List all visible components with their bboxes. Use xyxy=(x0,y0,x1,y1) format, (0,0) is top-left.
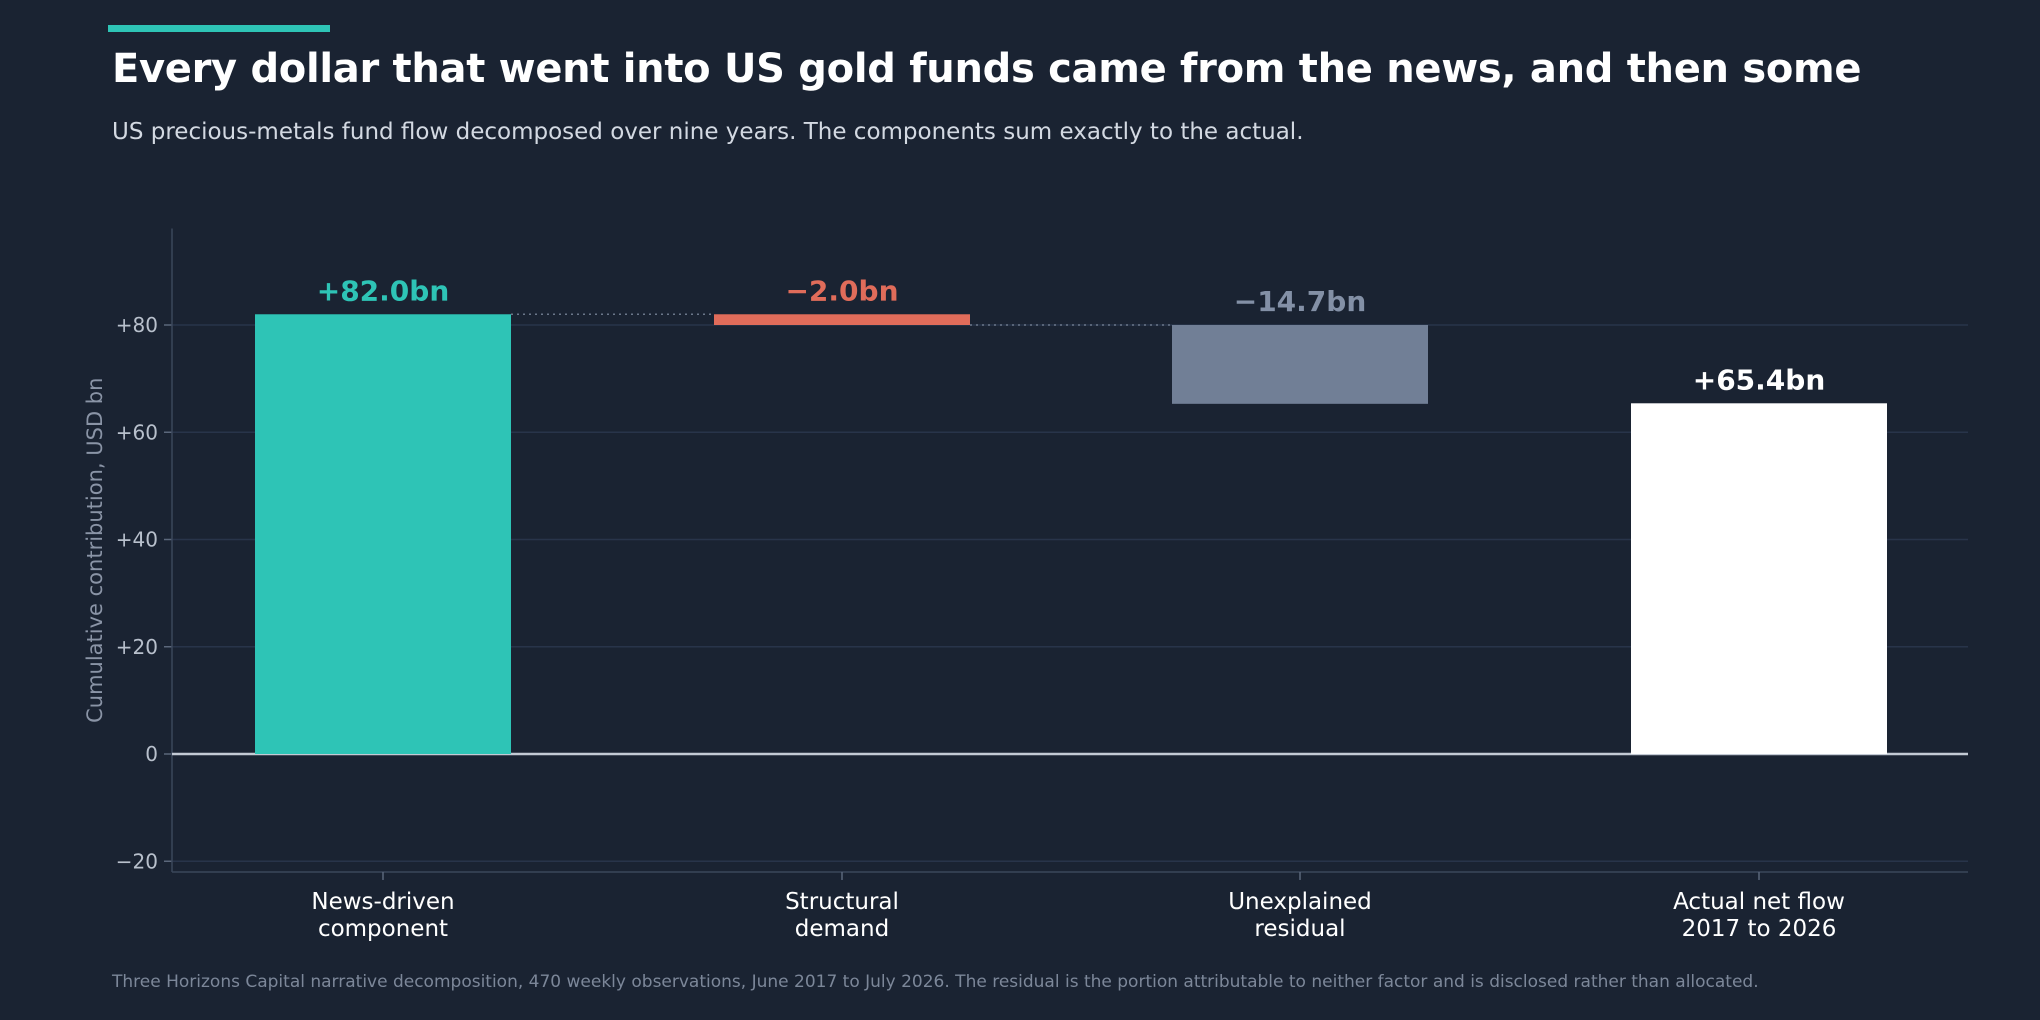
bar-total xyxy=(1631,403,1887,754)
y-axis-title: Cumulative contribution, USD bn xyxy=(83,378,107,723)
value-label: +65.4bn xyxy=(1693,363,1826,396)
waterfall-chart: −20 0 +20 +40 +60 +80 Cumulative contribution,… xyxy=(83,228,1968,942)
category-label: Structural xyxy=(785,889,899,915)
y-tick-label: +60 xyxy=(116,420,158,444)
value-label: +82.0bn xyxy=(317,274,450,307)
bar-negative xyxy=(714,314,970,325)
category-label: 2017 to 2026 xyxy=(1682,916,1837,942)
y-tick-label: 0 xyxy=(145,742,158,766)
bars xyxy=(255,313,1887,754)
source-note: Three Horizons Capital narrative decompo… xyxy=(112,972,1759,992)
category-label: residual xyxy=(1254,916,1345,942)
y-tick-label: +20 xyxy=(116,635,158,659)
category-label: Actual net flow xyxy=(1673,889,1845,915)
y-tick-label: +40 xyxy=(116,528,158,552)
chart-title: Every dollar that went into US gold fund… xyxy=(112,46,1862,92)
bar-positive xyxy=(255,314,511,754)
value-label: −14.7bn xyxy=(1234,285,1367,318)
category-label: News-driven xyxy=(311,889,454,915)
category-label: Unexplained xyxy=(1228,889,1372,915)
accent-bar xyxy=(108,25,330,32)
y-tick-label: +80 xyxy=(116,313,158,337)
value-label: −2.0bn xyxy=(785,274,898,307)
category-label: demand xyxy=(795,916,889,942)
bar-residual xyxy=(1172,325,1428,404)
chart-subtitle: US precious-metals fund flow decomposed … xyxy=(112,119,1304,145)
y-tick-label: −20 xyxy=(116,849,158,873)
category-label: component xyxy=(318,916,448,942)
